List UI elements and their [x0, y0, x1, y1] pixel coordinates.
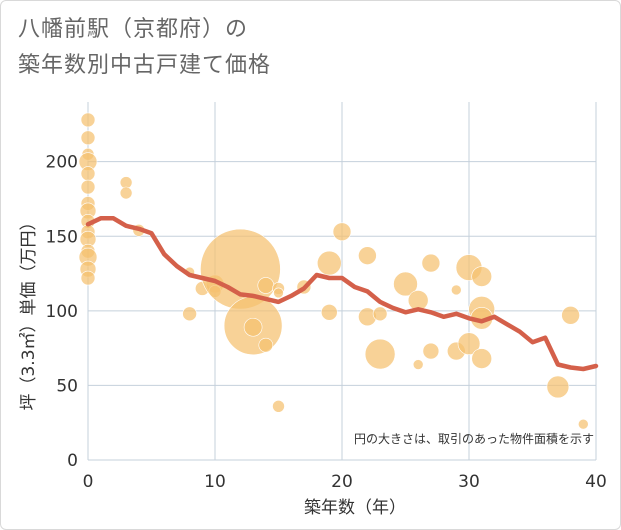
- bubble: [320, 304, 338, 321]
- trend-line: [85, 216, 599, 372]
- bubble: [393, 271, 418, 297]
- x-tick-label: 0: [83, 472, 94, 492]
- title-line-2: 築年数別中古戸建て価格: [18, 53, 272, 78]
- bubble: [457, 332, 481, 355]
- ticks: 0 10 20 30 40 0 50 100 150 200: [46, 153, 607, 492]
- bubble: [243, 317, 263, 337]
- chart-title: 八幡前駅（京都府）の 築年数別中古戸建て価格: [18, 12, 271, 84]
- bubble: [450, 284, 462, 296]
- bubble: [258, 337, 274, 353]
- bubble: [80, 130, 96, 146]
- bubble: [80, 179, 96, 195]
- bubble: [546, 375, 570, 399]
- bubble: [561, 306, 580, 325]
- bubble: [257, 277, 275, 294]
- y-tick-label: 100: [46, 302, 78, 322]
- bubble: [119, 186, 133, 200]
- bubble: [412, 359, 424, 370]
- y-tick-label: 50: [56, 376, 78, 396]
- trend-polyline: [85, 216, 599, 372]
- x-axis-label: 築年数（年）: [304, 498, 406, 518]
- bubble: [182, 306, 197, 322]
- bubble: [80, 166, 96, 181]
- y-tick-label: 200: [46, 153, 78, 173]
- bubble: [200, 228, 281, 310]
- bubble: [372, 306, 388, 322]
- grid: [87, 102, 597, 461]
- bubble: [332, 222, 352, 242]
- bubble: [422, 342, 440, 360]
- bubble: [421, 253, 441, 273]
- y-axis-label: 坪（3.3㎡）単価（万円）: [19, 213, 39, 410]
- bubbles: [78, 112, 589, 430]
- bubble: [577, 418, 589, 430]
- bubble: [273, 287, 284, 299]
- size-annotation: 円の大きさは、取引のあった物件面積を示す: [354, 431, 594, 446]
- bubble: [80, 112, 96, 128]
- y-tick-label: 150: [46, 227, 78, 247]
- x-tick-label: 20: [331, 472, 353, 492]
- bubble: [358, 246, 377, 265]
- bubble: [80, 270, 96, 286]
- y-tick-label: 0: [67, 451, 78, 471]
- x-tick-label: 10: [204, 472, 226, 492]
- bubble: [471, 266, 493, 287]
- bubble: [316, 250, 342, 276]
- title-line-1: 八幡前駅（京都府）の: [18, 17, 249, 42]
- x-tick-label: 30: [458, 472, 480, 492]
- bubble: [272, 399, 285, 413]
- bubble: [471, 348, 493, 369]
- x-tick-label: 40: [585, 472, 607, 492]
- bubble: [364, 338, 396, 370]
